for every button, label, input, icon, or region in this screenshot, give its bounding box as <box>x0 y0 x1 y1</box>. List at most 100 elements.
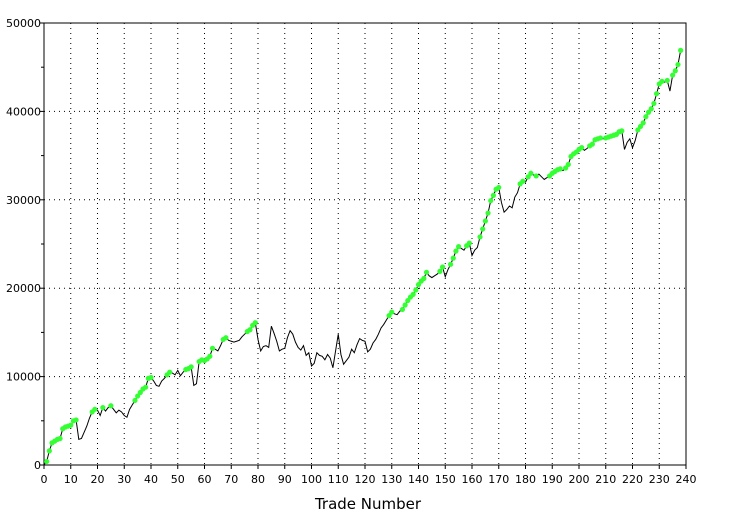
new-high-marker <box>415 282 422 288</box>
new-high-marker <box>675 61 681 68</box>
x-axis-title: Trade Number <box>314 495 422 513</box>
new-high-marker <box>565 161 571 168</box>
new-high-marker <box>637 123 644 130</box>
new-high-marker <box>439 264 446 270</box>
new-high-marker <box>533 173 539 179</box>
new-high-marker <box>247 327 253 333</box>
new-high-marker <box>456 244 462 250</box>
x-tick-label-120: 120 <box>355 473 376 486</box>
new-high-marker <box>73 417 79 423</box>
x-tick-label-60: 60 <box>198 473 212 486</box>
new-high-marker <box>44 458 50 465</box>
new-high-marker <box>485 210 491 216</box>
new-high-marker <box>209 345 216 351</box>
new-high-marker <box>410 291 416 297</box>
new-high-marker <box>405 297 411 304</box>
x-tick-label-230: 230 <box>649 473 670 486</box>
y-tick-label-40000: 40000 <box>6 105 41 118</box>
new-high-marker <box>635 127 641 133</box>
x-tick-label-180: 180 <box>515 473 536 486</box>
x-tick-label-150: 150 <box>435 473 456 486</box>
new-high-marker <box>421 275 427 282</box>
new-high-marker <box>437 268 443 274</box>
x-axis: 0 10 20 30 40 50 60 70 80 90 100 110 120 130 140 150 160… <box>41 465 697 486</box>
new-high-marker <box>651 100 657 107</box>
new-high-marker <box>490 192 496 198</box>
new-high-marker <box>466 240 472 246</box>
new-high-marker <box>143 384 149 390</box>
x-tick-label-30: 30 <box>117 473 131 486</box>
new-high-marker <box>648 106 654 112</box>
new-high-marker <box>528 170 534 176</box>
new-high-marker <box>670 72 676 78</box>
new-high-marker <box>57 435 63 442</box>
new-high-marker <box>496 184 502 191</box>
new-high-marker <box>135 393 141 399</box>
x-tick-label-0: 0 <box>41 473 48 486</box>
new-high-marker <box>480 226 486 232</box>
new-high-marker <box>92 406 98 412</box>
x-tick-label-100: 100 <box>301 473 322 486</box>
new-high-marker <box>386 313 392 319</box>
y-tick-label-10000: 10000 <box>6 371 41 384</box>
new-high-marker <box>137 389 143 396</box>
new-high-marker <box>678 47 684 54</box>
new-high-marker <box>402 302 408 308</box>
new-high-marker <box>597 135 604 141</box>
x-tick-label-160: 160 <box>462 473 483 486</box>
new-high-marker <box>653 91 660 97</box>
new-high-marker <box>520 178 526 184</box>
x-tick-label-220: 220 <box>622 473 643 486</box>
new-high-marker <box>659 78 665 84</box>
x-tick-label-70: 70 <box>224 473 238 486</box>
x-tick-label-90: 90 <box>278 473 292 486</box>
new-high-marker <box>389 309 395 315</box>
new-high-marker <box>46 448 52 454</box>
new-high-marker <box>482 218 488 224</box>
y-tick-label-50000: 50000 <box>6 17 41 30</box>
new-high-marker <box>589 141 595 147</box>
new-high-marker <box>579 145 585 151</box>
new-high-marker <box>399 306 406 313</box>
new-high-marker <box>68 422 74 428</box>
y-tick-label-30000: 30000 <box>6 194 41 207</box>
grid <box>44 23 686 465</box>
new-high-marker <box>100 404 106 411</box>
new-high-marker <box>132 397 138 404</box>
x-tick-label-10: 10 <box>64 473 78 486</box>
x-tick-label-80: 80 <box>251 473 265 486</box>
x-tick-label-40: 40 <box>144 473 158 486</box>
x-tick-label-20: 20 <box>91 473 105 486</box>
new-high-marker <box>672 68 678 74</box>
new-high-marker <box>167 369 173 375</box>
new-high-marker <box>525 174 531 180</box>
new-high-marker <box>450 255 456 261</box>
x-tick-label-110: 110 <box>328 473 349 486</box>
x-tick-label-210: 210 <box>595 473 616 486</box>
new-high-marker <box>252 320 258 326</box>
new-high-marker <box>477 234 483 240</box>
x-tick-label-200: 200 <box>569 473 590 486</box>
new-high-marker <box>108 403 114 409</box>
new-high-marker <box>223 335 229 341</box>
new-high-marker <box>563 165 569 171</box>
new-high-marker <box>488 198 494 204</box>
x-tick-label-140: 140 <box>408 473 429 486</box>
x-tick-label-130: 130 <box>381 473 402 486</box>
new-high-marker <box>557 166 563 172</box>
new-high-marker <box>448 261 454 267</box>
new-high-marker <box>188 364 194 370</box>
new-high-marker <box>640 120 646 126</box>
x-tick-label-50: 50 <box>171 473 185 486</box>
new-high-marker <box>619 128 625 134</box>
new-high-marker <box>207 353 213 359</box>
new-high-marker <box>423 269 430 275</box>
new-high-marker <box>664 77 670 84</box>
y-axis: 0 10000 20000 30000 40000 50000 <box>6 17 44 472</box>
series-equity <box>43 47 684 466</box>
y-tick-label-20000: 20000 <box>6 282 41 295</box>
new-high-marker <box>413 287 419 293</box>
y-tick-label-0: 0 <box>34 459 41 472</box>
new-high-marker <box>453 248 459 254</box>
